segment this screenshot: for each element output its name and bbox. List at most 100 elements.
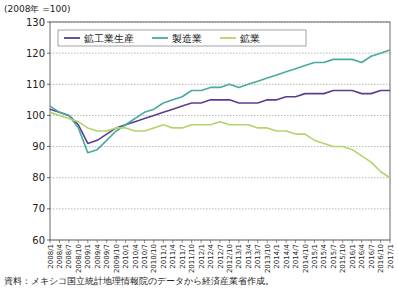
x-tick-label: 2012/10 <box>226 244 234 273</box>
x-tick-label: 2013/4 <box>245 243 253 268</box>
y-tick <box>47 22 50 23</box>
x-tick-label: 2009/7 <box>103 244 111 269</box>
x-tick <box>267 240 268 243</box>
x-tick-label: 2014/1 <box>273 244 281 269</box>
x-tick <box>238 240 239 243</box>
legend-box <box>58 30 306 46</box>
x-tick-label: 2015/4 <box>320 243 328 268</box>
x-tick-label: 2016/1 <box>349 244 357 269</box>
x-tick-label: 2012/1 <box>198 244 206 269</box>
x-tick-label: 2010/10 <box>150 244 158 273</box>
x-tick <box>172 240 173 243</box>
grid-line <box>50 84 390 85</box>
x-tick <box>380 240 381 243</box>
x-tick-label: 2015/10 <box>339 244 347 273</box>
y-axis-label: (2008年 =100) <box>4 4 71 14</box>
grid-line <box>50 208 390 209</box>
x-tick <box>286 240 287 243</box>
x-tick-label: 2013/7 <box>254 244 262 269</box>
x-tick <box>342 240 343 243</box>
x-tick <box>87 240 88 243</box>
y-tick <box>47 53 50 54</box>
legend: 鉱工業生産 製造業 鉱業 <box>58 30 306 46</box>
x-tick-label: 2014/4 <box>283 243 291 268</box>
x-tick <box>106 240 107 243</box>
chart: (2008年 =100)607080901001101201302008/120… <box>0 0 398 288</box>
x-tick-label: 2008/10 <box>75 244 83 273</box>
y-tick <box>47 84 50 85</box>
x-tick-label: 2014/10 <box>302 244 310 273</box>
y-tick-label: 110 <box>26 79 45 90</box>
x-tick-label: 2012/7 <box>217 244 225 269</box>
legend-label: 鉱業 <box>240 33 260 44</box>
grid-line <box>50 115 390 116</box>
y-tick-label: 100 <box>26 110 45 121</box>
x-tick <box>50 240 51 243</box>
x-tick-label: 2009/1 <box>84 244 92 269</box>
series-line <box>50 91 390 144</box>
legend-label: 製造業 <box>172 33 202 44</box>
legend-swatch <box>64 37 80 39</box>
x-tick-label: 2014/7 <box>292 244 300 269</box>
x-tick-label: 2008/7 <box>65 244 73 269</box>
y-tick <box>47 240 50 241</box>
x-tick-label: 2010/7 <box>141 244 149 269</box>
chart-container: (2008年 =100)607080901001101201302008/120… <box>0 0 398 288</box>
x-tick <box>68 240 69 243</box>
x-tick-label: 2016/4 <box>358 243 366 268</box>
x-tick <box>371 240 372 243</box>
plot-lines <box>50 50 390 178</box>
x-tick <box>248 240 249 243</box>
legend-label: 鉱工業生産 <box>84 33 134 44</box>
x-tick-label: 2013/1 <box>235 244 243 269</box>
x-tick-label: 2011/4 <box>169 243 177 268</box>
x-tick <box>333 240 334 243</box>
x-tick <box>191 240 192 243</box>
y-tick-label: 80 <box>32 172 45 183</box>
x-tick-label: 2010/4 <box>132 243 140 268</box>
legend-swatch <box>152 37 168 39</box>
x-tick <box>390 240 391 243</box>
x-tick <box>323 240 324 243</box>
y-tick <box>47 146 50 147</box>
x-tick-label: 2015/7 <box>330 244 338 269</box>
x-tick <box>97 240 98 243</box>
x-tick-label: 2010/1 <box>122 244 130 269</box>
plot-frame <box>50 22 390 240</box>
x-tick-label: 2011/1 <box>160 244 168 269</box>
y-tick-label: 90 <box>32 141 45 152</box>
series-line <box>50 112 390 177</box>
x-tick-label: 2015/1 <box>311 244 319 269</box>
x-tick <box>229 240 230 243</box>
x-tick <box>352 240 353 243</box>
x-tick <box>59 240 60 243</box>
source-note: 資料：メキシコ国立統計地理情報院のデータから経済産業省作成。 <box>4 276 274 286</box>
y-tick-label: 120 <box>26 48 45 59</box>
y-tick-label: 130 <box>26 17 45 28</box>
x-tick-label: 2012/4 <box>207 243 215 268</box>
x-tick <box>163 240 164 243</box>
y-tick <box>47 115 50 116</box>
x-tick <box>314 240 315 243</box>
x-tick <box>220 240 221 243</box>
x-tick <box>125 240 126 243</box>
x-tick <box>201 240 202 243</box>
x-tick-label: 2013/10 <box>264 244 272 273</box>
x-tick <box>295 240 296 243</box>
x-tick <box>257 240 258 243</box>
grid-line <box>50 53 390 54</box>
x-tick-label: 2017/1 <box>387 244 395 269</box>
y-tick-label: 70 <box>32 203 45 214</box>
x-tick-label: 2016/7 <box>368 244 376 269</box>
legend-swatch <box>220 37 236 39</box>
x-tick <box>116 240 117 243</box>
x-tick-label: 2011/7 <box>179 244 187 269</box>
x-tick <box>276 240 277 243</box>
x-tick-label: 2016/10 <box>377 244 385 273</box>
x-tick <box>153 240 154 243</box>
x-tick <box>182 240 183 243</box>
x-tick-label: 2011/10 <box>188 244 196 273</box>
x-tick <box>210 240 211 243</box>
y-tick <box>47 177 50 178</box>
x-tick-label: 2009/10 <box>113 244 121 273</box>
